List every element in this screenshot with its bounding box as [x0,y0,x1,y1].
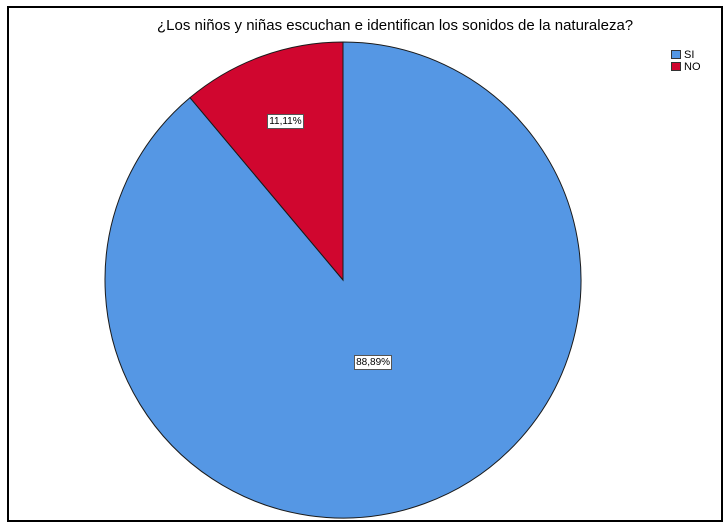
legend-swatch-si [671,50,681,59]
data-label-si: 88,89% [354,355,393,371]
chart-title: ¿Los niños y niñas escuchan e identifica… [157,17,634,34]
chart-legend: SI NO [671,49,701,73]
data-label-no: 11,11% [267,113,304,129]
legend-item-no: NO [671,60,701,73]
legend-swatch-no [671,62,681,71]
pie-slice-no [189,41,344,282]
legend-label-no: NO [684,60,701,73]
pie-slice-si [104,41,582,519]
legend-item-si: SI [671,48,701,61]
legend-label-si: SI [684,48,695,61]
